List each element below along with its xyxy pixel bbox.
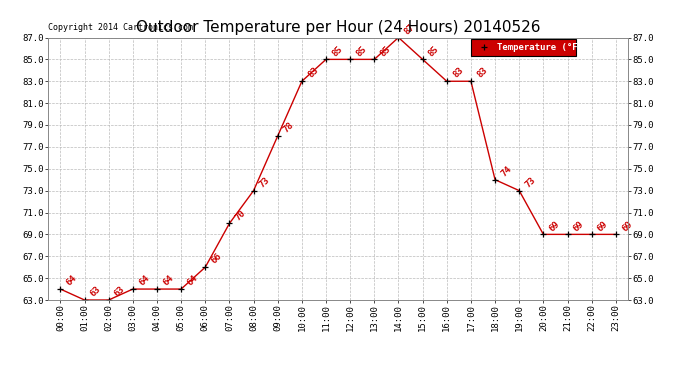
Text: 85: 85 [331, 44, 344, 58]
Text: 64: 64 [186, 274, 199, 288]
Text: 70: 70 [234, 208, 248, 222]
Text: 69: 69 [620, 219, 634, 233]
Text: 83: 83 [451, 66, 465, 80]
Text: 83: 83 [306, 66, 320, 80]
Text: Temperature (°F): Temperature (°F) [497, 43, 584, 52]
Text: 87: 87 [403, 22, 417, 36]
Text: 64: 64 [137, 274, 151, 288]
Text: 64: 64 [65, 274, 79, 288]
Text: 69: 69 [572, 219, 586, 233]
Text: 85: 85 [355, 44, 368, 58]
FancyBboxPatch shape [471, 39, 575, 56]
Text: 69: 69 [548, 219, 562, 233]
Text: 63: 63 [89, 285, 103, 298]
Text: 69: 69 [596, 219, 610, 233]
Title: Outdoor Temperature per Hour (24 Hours) 20140526: Outdoor Temperature per Hour (24 Hours) … [136, 20, 540, 35]
Text: 64: 64 [161, 274, 175, 288]
Text: 85: 85 [427, 44, 441, 58]
Text: 73: 73 [258, 175, 272, 189]
Text: 83: 83 [475, 66, 489, 80]
Text: Copyright 2014 Cartronics.com: Copyright 2014 Cartronics.com [48, 23, 193, 32]
Text: 85: 85 [379, 44, 393, 58]
Text: 63: 63 [113, 285, 127, 298]
Text: 66: 66 [210, 252, 224, 266]
Text: 74: 74 [500, 164, 513, 178]
Text: 78: 78 [282, 121, 296, 135]
Text: 73: 73 [524, 175, 538, 189]
